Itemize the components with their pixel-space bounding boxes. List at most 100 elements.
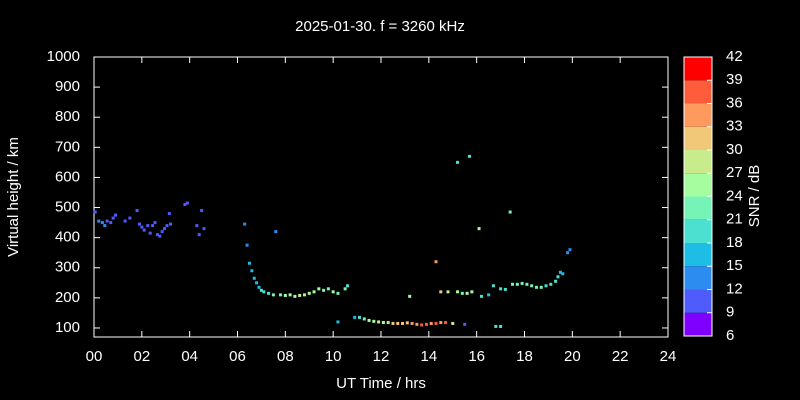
point [439,290,443,294]
point [503,287,507,291]
point [487,293,491,297]
point [566,251,570,255]
point [568,248,572,252]
point [525,282,529,286]
point [250,269,254,273]
point [243,222,247,226]
point [185,201,189,205]
point [479,294,483,298]
point [456,290,460,294]
point [460,291,464,295]
y-tick-label: 700 [55,138,80,155]
colorbar-label: SNR / dB [746,165,763,228]
point [424,322,428,326]
point [367,318,371,322]
colorbar-bin [684,173,712,197]
point [357,315,361,319]
point [267,291,271,295]
x-tick-label: 22 [612,348,629,365]
colorbar-bin [684,312,712,336]
point [386,321,390,325]
colorbar-bin [684,103,712,127]
x-tick-label: 02 [133,348,150,365]
point [135,209,139,213]
colorbar-bin [684,289,712,313]
point [381,321,385,325]
point [271,293,275,297]
point [410,321,414,325]
point [151,224,155,228]
y-tick-label: 400 [55,229,80,246]
point [317,287,321,291]
point [336,320,340,324]
point [561,272,565,276]
point [465,291,469,295]
point [511,282,515,286]
point [429,321,433,325]
point [153,221,157,225]
point [491,284,495,288]
colorbar-tick-label: 30 [726,141,743,158]
point [446,290,450,294]
point [463,322,467,326]
point [163,227,167,231]
point [405,321,409,325]
point [247,261,251,265]
point [142,228,146,232]
point [257,285,261,289]
x-tick-label: 00 [86,348,103,365]
colorbar-bin [684,266,712,290]
chart-title: 2025-01-30. f = 3260 kHz [295,18,465,35]
point [197,233,201,237]
point [554,279,558,283]
colorbar-tick-label: 33 [726,118,743,135]
y-axis-label: Virtual height / km [5,137,22,257]
x-tick-label: 24 [660,348,677,365]
colorbar-bin [684,150,712,174]
point [274,230,278,234]
point [544,284,548,288]
point [434,321,438,325]
point [148,231,152,235]
colorbar-bin [684,80,712,104]
point [331,290,335,294]
y-tick-label: 1000 [47,48,80,65]
y-tick-label: 300 [55,259,80,276]
point [539,285,543,289]
point [401,321,405,325]
y-tick-label: 200 [55,289,80,306]
point [165,224,169,228]
point [451,321,455,325]
point [167,212,171,216]
x-tick-label: 04 [181,348,198,365]
colorbar-bin [684,243,712,267]
point [109,221,113,225]
point [288,293,292,297]
point [105,219,109,223]
point [298,293,302,297]
point [262,290,266,294]
y-tick-label: 100 [55,319,80,336]
point [420,323,424,327]
colorbar-bin [684,126,712,150]
x-tick-label: 12 [373,348,390,365]
point [183,203,187,207]
point [293,294,297,298]
x-tick-label: 20 [564,348,581,365]
colorbar-tick-label: 39 [726,71,743,88]
point [508,210,512,214]
point [372,319,376,323]
colorbar-tick-label: 18 [726,234,743,251]
colorbar-tick-label: 6 [726,327,734,344]
colorbar-tick-label: 27 [726,164,743,181]
y-tick-label: 800 [55,108,80,125]
point [93,210,97,214]
colorbar-tick-label: 42 [726,48,743,65]
colorbar-bin [684,219,712,243]
point [477,227,481,231]
point [434,260,438,264]
colorbar-tick-label: 12 [726,280,743,297]
point [515,282,519,286]
colorbar-tick-label: 36 [726,94,743,111]
